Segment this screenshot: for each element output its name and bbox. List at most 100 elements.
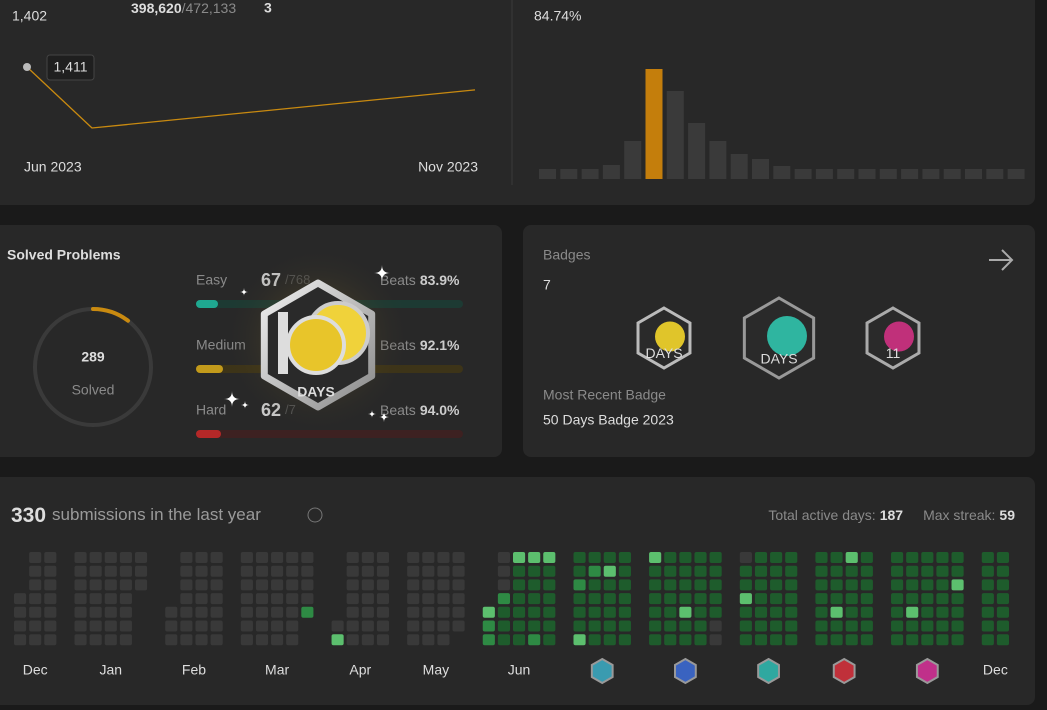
beats-value: 94.0% (420, 402, 460, 418)
day-cell (422, 565, 435, 577)
day-cell (603, 620, 616, 632)
day-cell (996, 552, 1009, 563)
day-cell (770, 634, 783, 646)
beats-value: 83.9% (420, 272, 460, 288)
day-cell (255, 552, 269, 563)
day-cell (891, 593, 904, 605)
month-badge (915, 657, 939, 685)
day-cell (588, 579, 601, 591)
bar (901, 169, 919, 179)
bar (965, 169, 982, 179)
bar (794, 169, 812, 179)
day-cell (29, 634, 42, 646)
day-cell (165, 620, 178, 632)
day-cell (528, 606, 541, 618)
day-cell (165, 634, 178, 646)
day-cell (513, 565, 526, 577)
sparkle (368, 410, 376, 418)
day-cell (14, 634, 27, 646)
day-cell (996, 565, 1009, 577)
day-cell (301, 565, 314, 577)
day-cell (664, 634, 677, 646)
day-cell (29, 606, 42, 618)
day-cell (785, 620, 798, 632)
day-cell (134, 565, 148, 577)
day-cell (119, 620, 132, 632)
day-cell (679, 634, 692, 646)
day-cell (361, 565, 374, 577)
sparkle (224, 391, 240, 407)
day-cell (603, 634, 616, 646)
day-cell (694, 593, 707, 605)
day-cell (906, 552, 919, 563)
day-cell (165, 606, 178, 618)
stats: Total active days: 187 Max streak: 59 (768, 507, 1015, 523)
day-cell (407, 634, 420, 646)
day-cell (119, 552, 132, 563)
day-cell (815, 565, 828, 577)
day-cell (286, 552, 299, 563)
day-cell (603, 565, 616, 577)
day-cell (104, 593, 117, 605)
badge-circle (286, 315, 346, 375)
day-cell (543, 620, 556, 632)
day-cell (407, 620, 420, 632)
day-cell (104, 579, 117, 591)
bar (645, 69, 663, 179)
progress-fill (196, 300, 218, 308)
day-cell (543, 634, 556, 646)
day-cell (754, 593, 768, 605)
day-cell (437, 606, 450, 618)
bar (602, 165, 620, 179)
day-cell (104, 620, 117, 632)
day-cell (830, 593, 843, 605)
badge-disc (884, 321, 914, 352)
day-cell (951, 620, 964, 632)
month-label: Apr (349, 662, 371, 678)
day-cell (346, 565, 359, 577)
bar (752, 159, 769, 179)
section-title: Solved Problems (7, 247, 121, 263)
day-cell (271, 606, 284, 618)
day-cell (255, 634, 269, 646)
day-cell (830, 565, 843, 577)
bar (879, 169, 897, 179)
day-cell (301, 593, 314, 605)
day-cell (573, 620, 586, 632)
day-cell (482, 606, 495, 618)
day-cell (770, 579, 783, 591)
day-cell (452, 565, 465, 577)
badge-text: DAYS (297, 384, 335, 400)
tooltip (46, 54, 95, 81)
day-cell (891, 579, 904, 591)
bar (922, 169, 940, 179)
day-cell (210, 593, 223, 605)
day-cell (74, 593, 87, 605)
day-cell (331, 634, 344, 646)
day-cell (210, 579, 223, 591)
day-cell (286, 593, 299, 605)
day-cell (89, 620, 102, 632)
day-cell (513, 593, 526, 605)
day-cell (981, 552, 994, 563)
day-cell (951, 593, 964, 605)
ring-arc (91, 306, 130, 323)
day-cell (936, 565, 949, 577)
day-cell (709, 634, 722, 646)
day-cell (845, 606, 858, 618)
badge-one (278, 312, 288, 374)
day-cell (134, 579, 148, 591)
day-cell (513, 620, 526, 632)
rating-point (23, 63, 31, 71)
day-cell (739, 565, 752, 577)
day-cell (830, 620, 843, 632)
day-cell (361, 634, 374, 646)
day-cell (543, 593, 556, 605)
day-cell (482, 620, 495, 632)
top-card (0, 0, 1035, 205)
day-cell (588, 565, 601, 577)
day-cell (891, 565, 904, 577)
percent: 84.74% (534, 8, 581, 24)
day-cell (694, 565, 707, 577)
